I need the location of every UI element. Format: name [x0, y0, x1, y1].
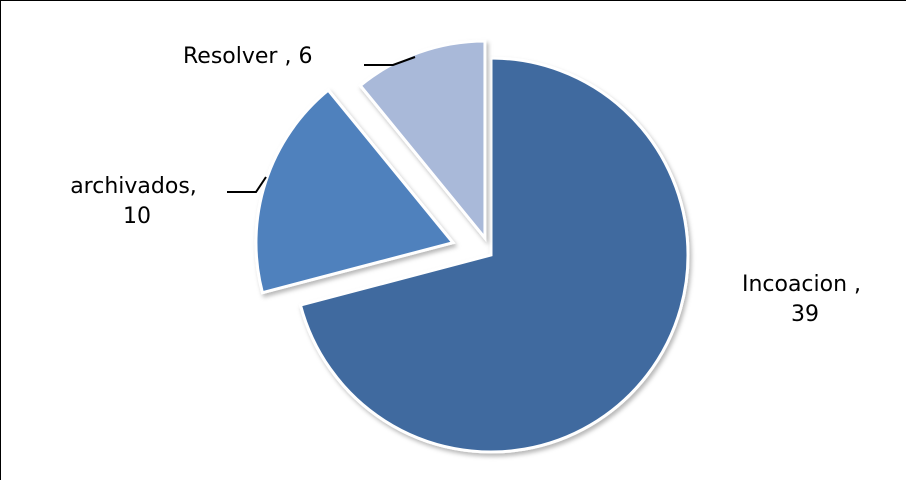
data-label-incoacion-value: 39: [791, 302, 819, 327]
data-label-resolver-text: Resolver , 6: [183, 44, 312, 69]
pie-slices: [254, 39, 690, 454]
data-label-resolver: Resolver , 6: [183, 44, 312, 69]
data-label-archivados-value: 10: [123, 204, 151, 229]
data-label-archivados-name: archivados,: [70, 174, 197, 199]
pie-slice-resolver: [358, 39, 487, 243]
data-label-archivados: archivados, 10: [70, 174, 204, 229]
leader-line-resolver: [364, 56, 416, 66]
pie-slice-incoacion: [298, 56, 690, 454]
leader-lines: [227, 56, 416, 193]
leader-line-archivados: [227, 176, 267, 193]
pie-slice-archivados: [254, 88, 456, 295]
data-label-incoacion-name: Incoacion ,: [742, 272, 861, 297]
data-label-incoacion: Incoacion , 39: [742, 272, 868, 327]
